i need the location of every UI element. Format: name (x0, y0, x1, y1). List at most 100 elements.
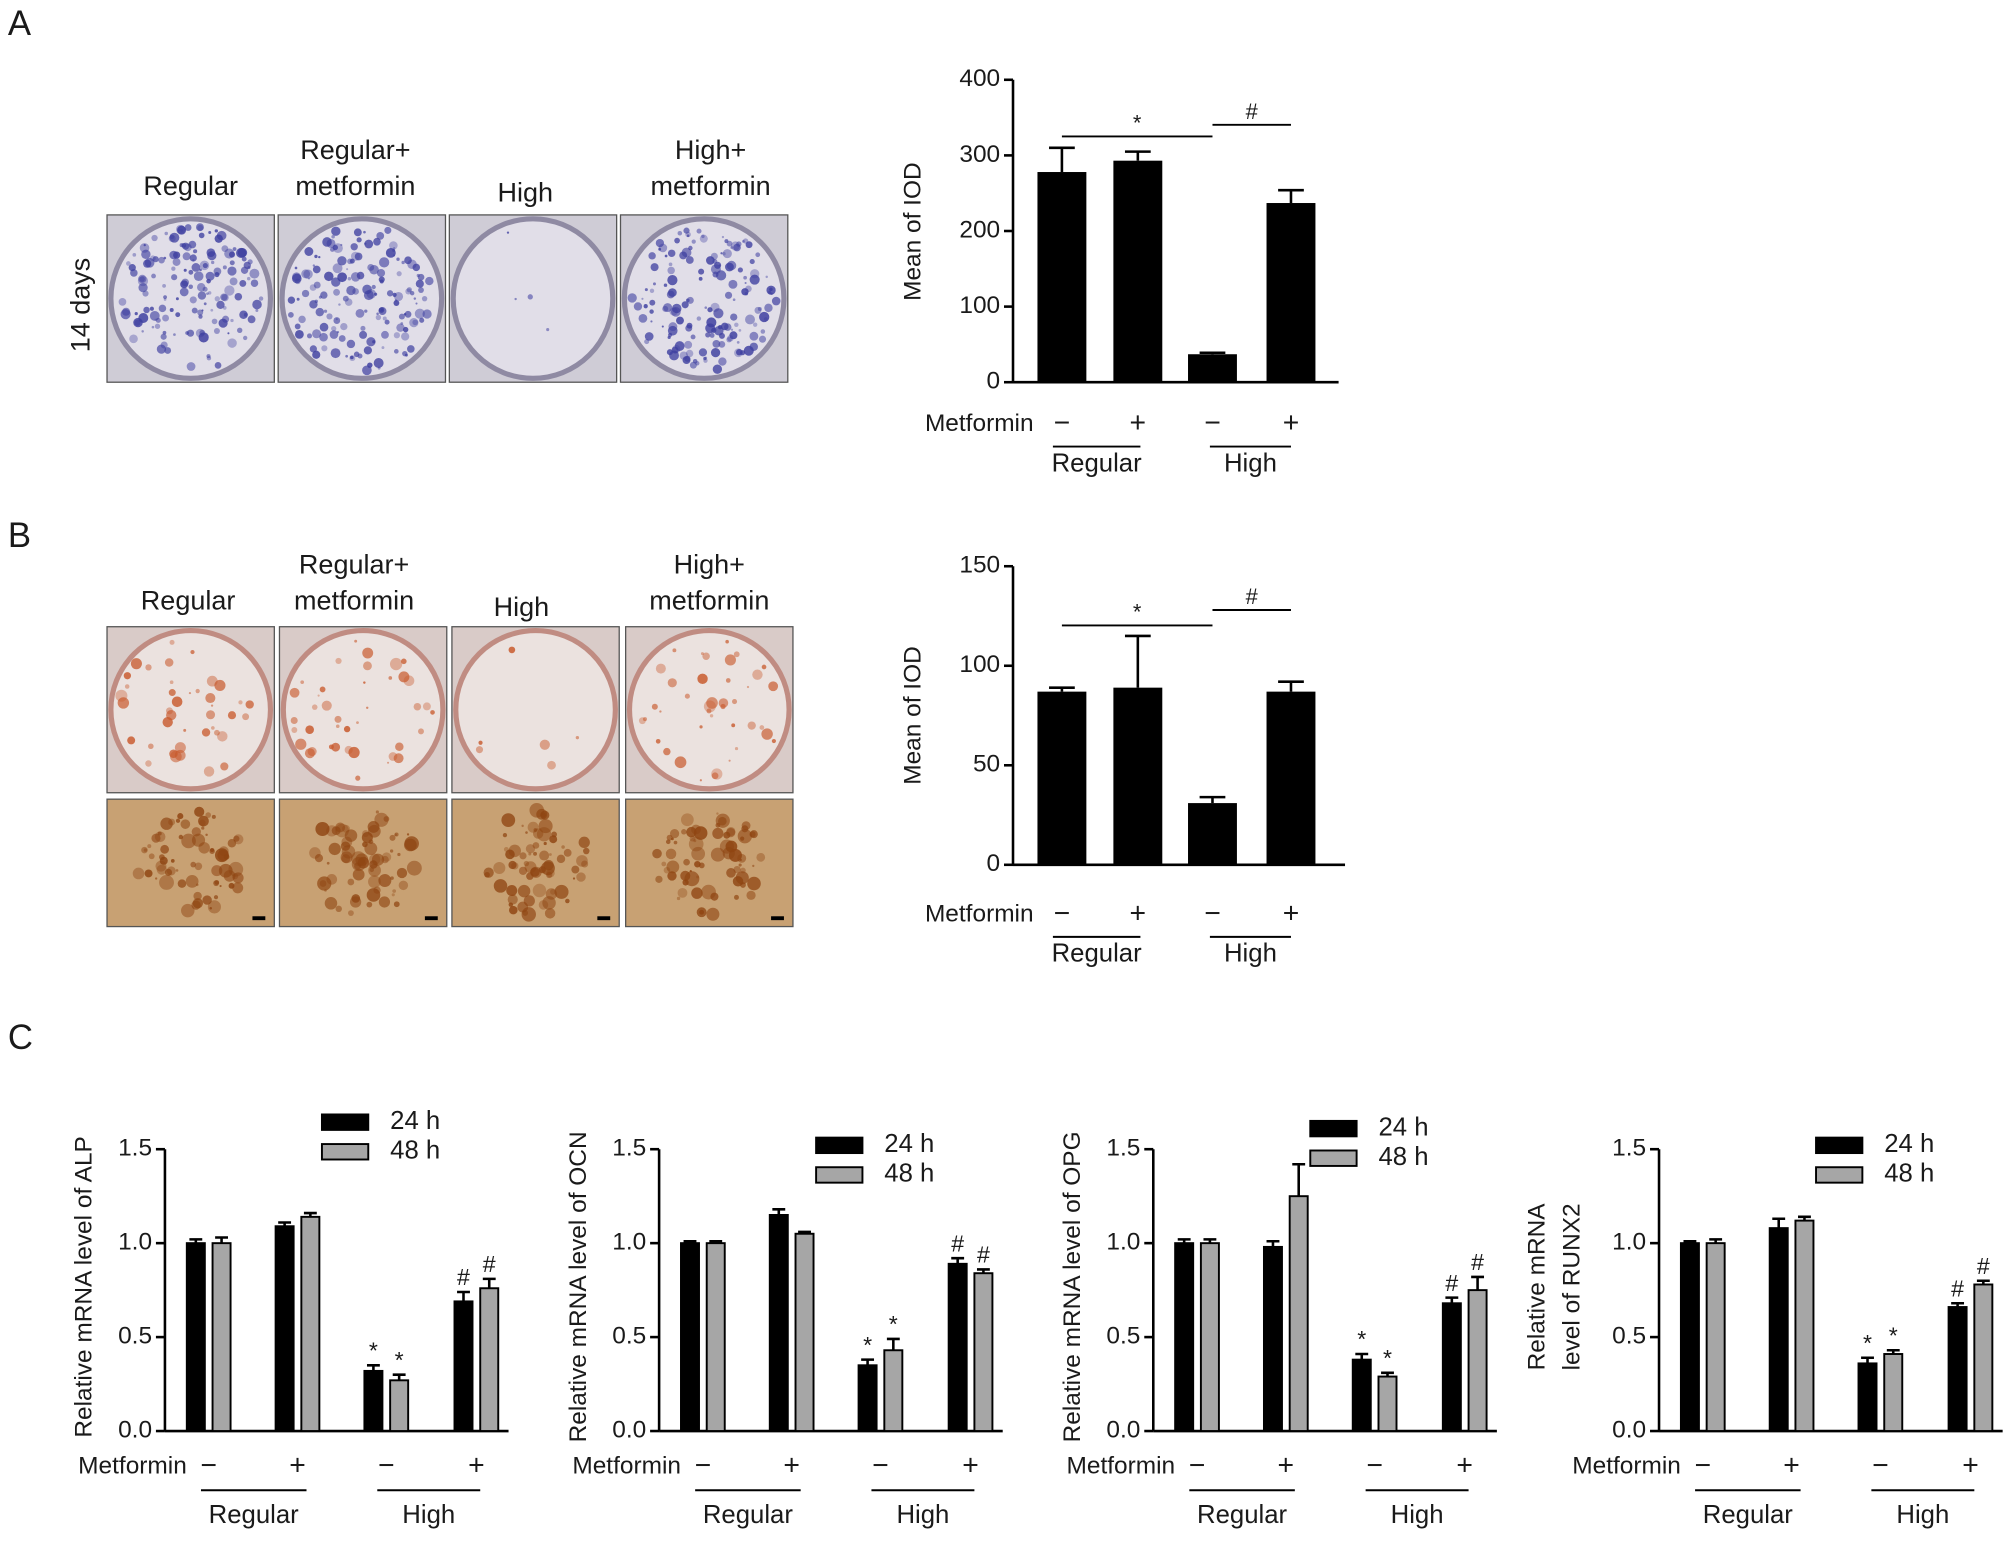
x-tick-label: − (378, 1449, 395, 1481)
y-tick-label: 1.5 (118, 1135, 152, 1162)
colony (771, 738, 776, 744)
colony (306, 333, 313, 339)
colony (151, 325, 155, 329)
colony (571, 865, 580, 874)
colony (197, 309, 204, 316)
colony (734, 348, 743, 358)
colony (396, 257, 400, 261)
colony (388, 752, 398, 761)
colony (725, 639, 729, 644)
y-tick-label: 0 (987, 368, 1001, 395)
colony (129, 334, 138, 344)
colony (120, 309, 131, 320)
colony (328, 744, 334, 750)
y-tick-label: 0.5 (118, 1323, 152, 1350)
colony (143, 244, 146, 247)
colony (659, 710, 662, 713)
colony (349, 896, 362, 908)
colony (362, 830, 370, 838)
colony (685, 298, 690, 303)
colony (407, 345, 415, 353)
colony (649, 309, 654, 314)
colony (363, 230, 366, 234)
colony (672, 648, 677, 653)
colony (543, 841, 547, 846)
colony (542, 896, 556, 910)
colony (155, 877, 158, 880)
colony (177, 879, 187, 888)
colony (673, 840, 678, 845)
colony (163, 298, 167, 301)
colony (746, 890, 756, 900)
colony (355, 308, 365, 318)
colony (716, 812, 719, 815)
scale-bar (771, 916, 784, 921)
colony (319, 880, 327, 887)
colony (222, 315, 230, 323)
significance-label: * (1133, 600, 1142, 625)
colony (182, 242, 190, 250)
colony (205, 833, 208, 837)
x-axis-label: Metformin (1067, 1453, 1176, 1480)
colony (337, 256, 347, 266)
y-axis-label: Mean of IOD (899, 646, 926, 785)
colony (217, 731, 228, 742)
colony (703, 700, 716, 713)
colony (162, 716, 173, 728)
colony (712, 364, 723, 374)
colony (663, 303, 673, 313)
colony (661, 325, 664, 328)
colony (288, 312, 294, 318)
colony (364, 309, 368, 313)
colony (198, 314, 203, 319)
legend-label: 24 h (390, 1107, 440, 1135)
significance-label: # (1246, 99, 1259, 124)
colony (210, 704, 214, 707)
colony (484, 871, 490, 878)
colony (392, 889, 397, 893)
significance-marker: # (1445, 1270, 1458, 1296)
colony (353, 351, 360, 358)
colony (417, 273, 425, 281)
colony (699, 725, 703, 729)
colony (539, 739, 550, 750)
colony (363, 290, 374, 301)
colony (309, 284, 317, 291)
colony (724, 291, 733, 299)
colony (507, 894, 518, 905)
colony (683, 858, 690, 866)
colony (548, 853, 552, 856)
group-label: Regular (1197, 1501, 1288, 1529)
colony (671, 307, 681, 317)
colony (391, 893, 395, 897)
significance-label: * (1133, 111, 1142, 136)
colony (143, 306, 150, 314)
colony (362, 841, 368, 848)
colony (475, 746, 484, 754)
colony (576, 855, 588, 867)
colony (185, 874, 199, 888)
colony (199, 260, 210, 271)
colony (734, 894, 739, 900)
x-tick-label: − (1054, 896, 1071, 928)
y-tick-label: 0.0 (1612, 1416, 1646, 1443)
colony (214, 729, 220, 736)
x-tick-label: + (1962, 1449, 1979, 1481)
colony (124, 684, 130, 689)
colony (366, 888, 381, 902)
colony (401, 658, 407, 665)
colony (422, 702, 431, 711)
x-tick-label: − (1872, 1449, 1889, 1481)
colony (344, 829, 358, 842)
colony (378, 307, 385, 313)
colony (398, 671, 410, 683)
colony (384, 226, 392, 234)
error-bar (1199, 795, 1226, 804)
colony (141, 846, 148, 854)
colony (710, 347, 721, 358)
colony (682, 356, 691, 365)
colony (425, 276, 434, 286)
colony (730, 246, 734, 249)
colony (627, 293, 637, 303)
colony (211, 260, 215, 265)
